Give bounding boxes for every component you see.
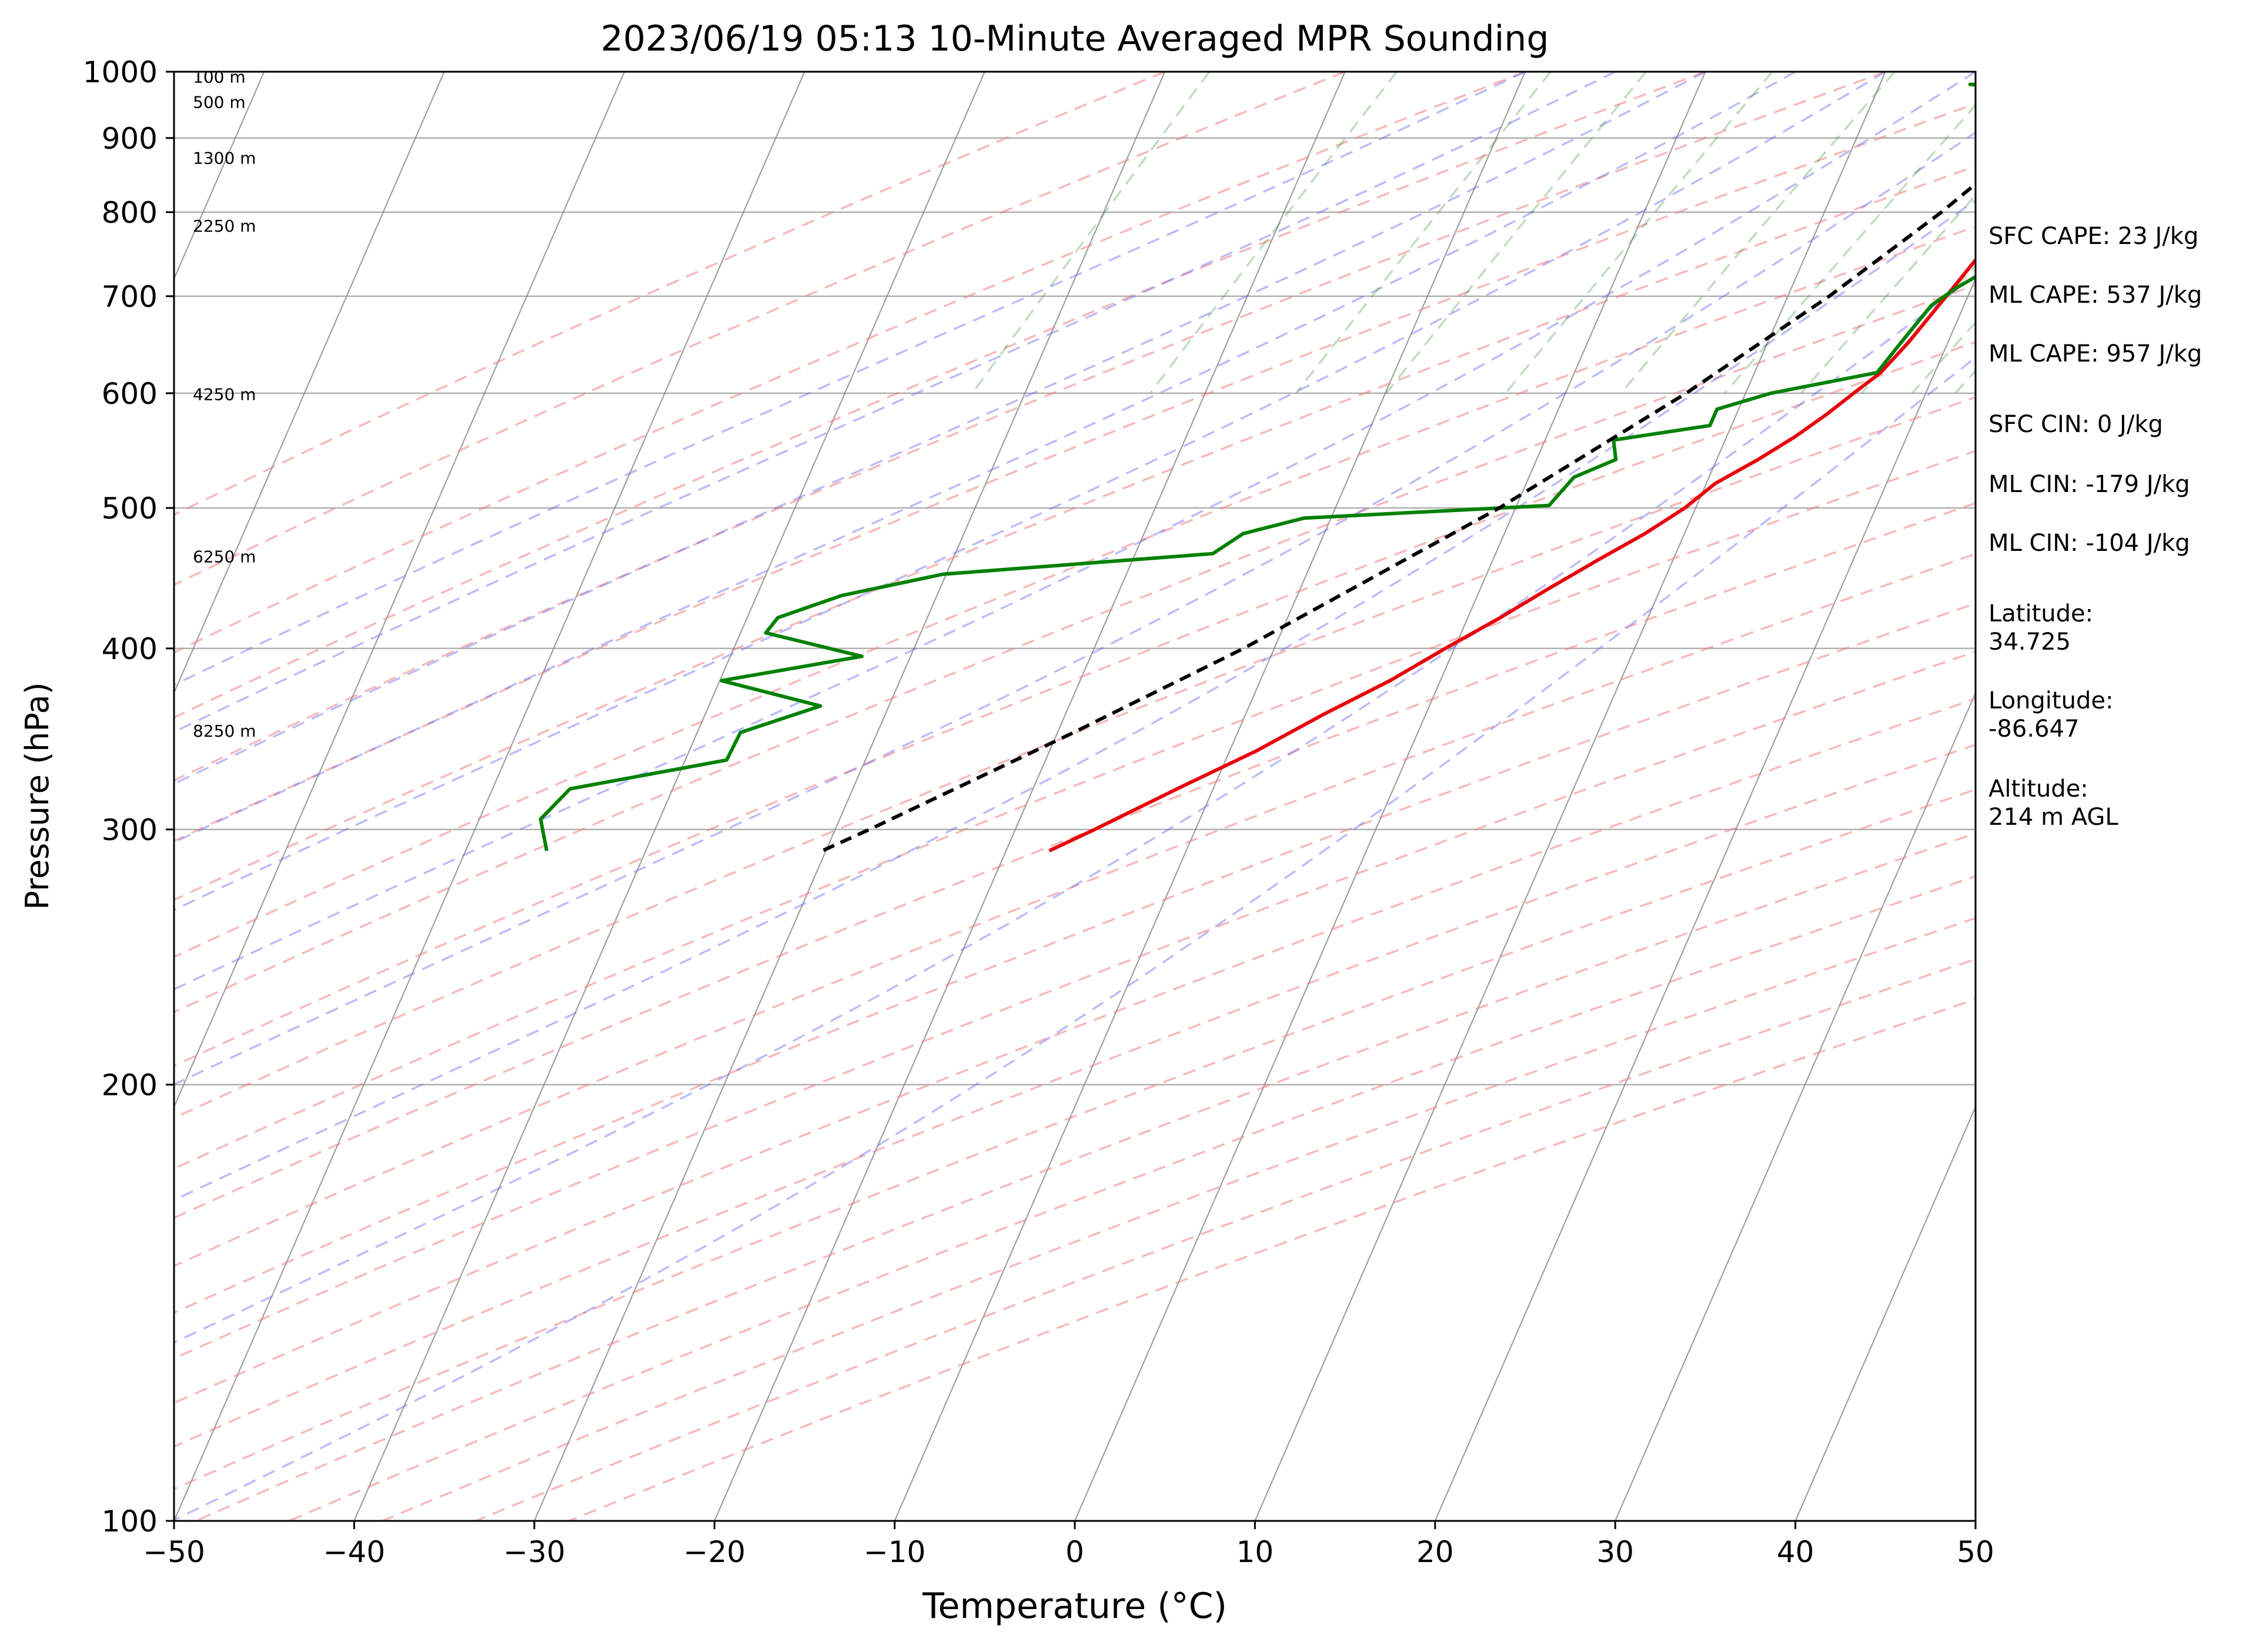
- x-tick-label: 0: [1065, 1535, 1084, 1569]
- dry-adiabat-line: [174, 697, 1976, 1404]
- chart-title: 2023/06/19 05:13 10-Minute Averaged MPR …: [601, 18, 1549, 59]
- dry-adiabat-line: [174, 72, 1165, 516]
- dewpoint-profile-line: [539, 82, 1976, 851]
- isotherm-line: [894, 72, 1526, 1521]
- x-tick-label: 50: [1957, 1535, 1994, 1569]
- x-tick-label: −10: [864, 1535, 926, 1569]
- mixing-ratio-line: [1800, 193, 1976, 394]
- isotherm-line: [1615, 691, 1976, 1521]
- param-ml-cin-1: ML CIN: -179 J/kg: [1988, 471, 2190, 498]
- latitude-value: 34.725: [1988, 628, 2071, 656]
- moist-adiabat-line: [174, 72, 1976, 991]
- y-tick-label: 700: [102, 280, 158, 314]
- dry-adiabat-line: [174, 102, 1976, 842]
- x-axis-ticks: −50 −40 −30 −20 −10 0 10 20 30 40 50: [143, 1521, 1994, 1569]
- y-tick-label: 600: [102, 377, 158, 411]
- dry-adiabat-line: [195, 832, 1976, 1521]
- moist-adiabat-line: [174, 131, 1976, 1086]
- dry-adiabat-lines: [174, 72, 1976, 1521]
- param-sfc-cape: SFC CAPE: 23 J/kg: [1988, 223, 2198, 250]
- temperature-profile-line: [1048, 257, 1976, 852]
- dry-adiabat-line: [174, 340, 1976, 1067]
- height-label: 6250 m: [193, 547, 256, 566]
- dry-adiabat-line: [174, 72, 1346, 586]
- x-tick-label: 10: [1236, 1535, 1274, 1569]
- x-tick-label: −40: [323, 1535, 386, 1569]
- isotherm-line: [174, 72, 806, 1521]
- mixing-ratio-line: [1385, 72, 1647, 394]
- isotherm-line: [1434, 277, 1976, 1521]
- altitude-label: Altitude:: [1988, 775, 2088, 802]
- moist-adiabat-line: [174, 72, 1526, 686]
- dry-adiabat-line: [174, 602, 1976, 1314]
- height-label: 1300 m: [193, 149, 256, 168]
- isotherm-line: [1074, 72, 1706, 1521]
- mixing-ratio-line: [971, 72, 1211, 394]
- dry-adiabat-line: [174, 72, 1706, 719]
- moist-adiabat-line: [174, 72, 1706, 785]
- parameters-panel: SFC CAPE: 23 J/kg ML CAPE: 537 J/kg ML C…: [1988, 223, 2202, 831]
- isotherm-line: [1254, 72, 1886, 1521]
- dry-adiabat-line: [174, 450, 1976, 1170]
- altitude-value: 214 m AGL: [1988, 804, 2118, 831]
- y-tick-label: 400: [102, 632, 158, 666]
- height-label: 4250 m: [193, 385, 256, 404]
- param-ml-cin-2: ML CIN: -104 J/kg: [1988, 530, 2190, 557]
- dry-adiabat-line: [174, 396, 1976, 1119]
- moist-adiabat-lines: [174, 72, 1976, 1521]
- y-axis-ticks: 1000 900 800 700 600 500 400 300 200 100: [83, 55, 174, 1539]
- mixing-ratio-line: [1295, 72, 1552, 394]
- y-axis-label: Pressure (hPa): [19, 682, 56, 909]
- profile-lines: [539, 82, 1976, 852]
- background-lines: [174, 72, 1976, 1521]
- y-tick-label: 900: [102, 122, 158, 156]
- x-tick-label: 40: [1777, 1535, 1814, 1569]
- param-ml-cape-1: ML CAPE: 537 J/kg: [1988, 282, 2202, 309]
- y-tick-label: 800: [102, 196, 158, 230]
- x-tick-label: −30: [503, 1535, 566, 1569]
- dry-adiabat-line: [174, 501, 1976, 1219]
- height-label: 500 m: [193, 93, 246, 112]
- y-tick-label: 300: [102, 813, 158, 847]
- longitude-value: -86.647: [1988, 715, 2079, 743]
- x-tick-label: 20: [1416, 1535, 1454, 1569]
- dry-adiabat-line: [174, 284, 1976, 1014]
- x-tick-label: 30: [1596, 1535, 1634, 1569]
- mixing-ratio-line: [1149, 72, 1398, 394]
- moist-adiabat-line: [174, 274, 1976, 1344]
- y-tick-label: 200: [102, 1068, 158, 1102]
- dry-adiabat-line: [174, 743, 1976, 1448]
- y-tick-label: 1000: [83, 55, 158, 89]
- x-tick-label: −50: [143, 1535, 205, 1569]
- moist-adiabat-line: [174, 199, 1976, 1202]
- moist-adiabat-line: [174, 72, 1796, 844]
- isotherm-line: [174, 72, 626, 1109]
- param-sfc-cin: SFC CIN: 0 J/kg: [1988, 411, 2163, 438]
- mixing-ratio-line: [1911, 320, 1976, 394]
- latitude-label: Latitude:: [1988, 600, 2093, 627]
- x-axis-label: Temperature (°C): [922, 1586, 1227, 1627]
- dry-adiabat-line: [174, 72, 1526, 654]
- isotherm-line: [533, 72, 1166, 1521]
- height-labels: 100 m 500 m 1300 m 2250 m 4250 m 6250 m 8250 m: [193, 68, 256, 741]
- isotherm-line: [1794, 1105, 1976, 1521]
- dry-adiabat-line: [174, 165, 1976, 901]
- x-tick-label: −20: [683, 1535, 746, 1569]
- y-tick-label: 100: [102, 1504, 158, 1539]
- longitude-label: Longitude:: [1988, 687, 2113, 714]
- y-tick-label: 500: [102, 491, 158, 526]
- height-label: 2250 m: [193, 216, 256, 236]
- height-label: 100 m: [193, 68, 246, 87]
- isotherm-line: [714, 72, 1346, 1521]
- dry-adiabat-line: [289, 875, 1976, 1521]
- parcel-profile-line: [821, 182, 1976, 852]
- param-ml-cape-2: ML CAPE: 957 J/kg: [1988, 340, 2202, 367]
- isotherm-line: [174, 72, 445, 695]
- moist-adiabat-line: [174, 356, 1976, 1521]
- moist-adiabat-line: [174, 72, 1616, 733]
- height-label: 8250 m: [193, 721, 256, 741]
